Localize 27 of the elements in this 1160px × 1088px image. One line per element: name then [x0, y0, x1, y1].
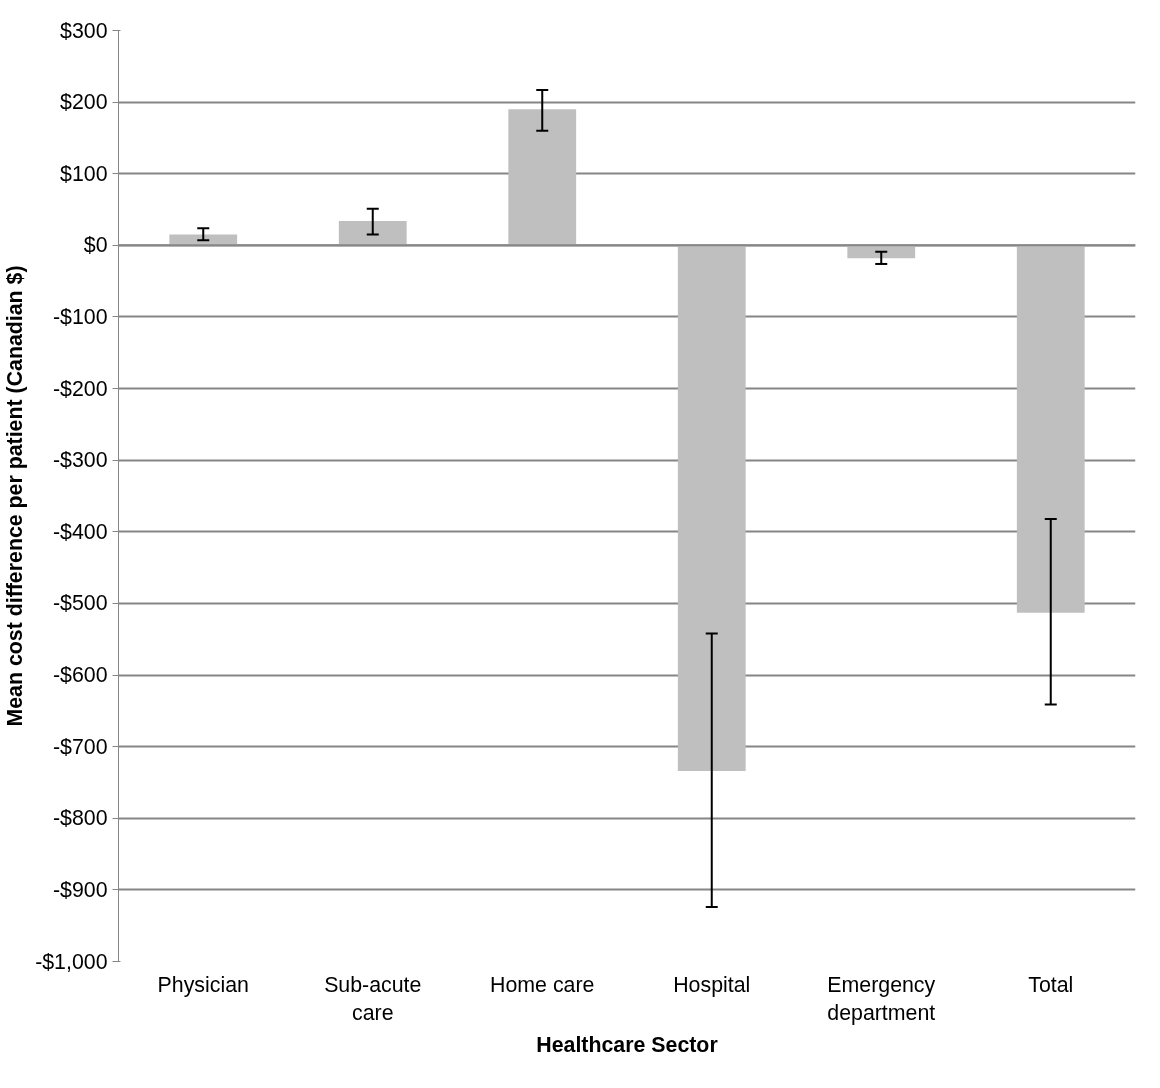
y-tick-label: -$100 — [52, 304, 108, 329]
y-tick-label: -$400 — [52, 519, 108, 544]
y-tick-label: $300 — [60, 18, 108, 43]
bar — [338, 221, 407, 246]
y-tick-label: -$300 — [52, 448, 108, 473]
x-tick-label: Sub-acute care — [324, 972, 422, 1026]
y-axis-title: Mean cost difference per patient (Canadian $) — [3, 265, 28, 727]
x-tick-label: Total — [1028, 972, 1074, 997]
x-tick-label: Hospital — [673, 972, 751, 997]
bar — [508, 109, 577, 246]
y-tick-label: $100 — [60, 161, 108, 186]
y-tick-label: -$700 — [52, 734, 108, 759]
x-tick-label: Emergency department — [827, 972, 936, 1026]
y-tick-label: $0 — [83, 233, 108, 258]
bar — [847, 245, 916, 259]
y-tick-label: -$1,000 — [35, 949, 108, 974]
x-axis-title: Healthcare Sector — [536, 1033, 718, 1058]
y-tick-label: $200 — [60, 90, 108, 115]
y-tick-label: -$500 — [52, 591, 108, 616]
bar — [677, 245, 746, 771]
bar — [1016, 245, 1085, 613]
x-tick-label: Physician — [157, 972, 249, 997]
y-tick-label: -$200 — [52, 376, 108, 401]
y-tick-label: -$900 — [52, 877, 108, 902]
y-tick-label: -$600 — [52, 663, 108, 688]
y-tick-label: -$800 — [52, 806, 108, 831]
x-tick-label: Home care — [490, 972, 595, 997]
